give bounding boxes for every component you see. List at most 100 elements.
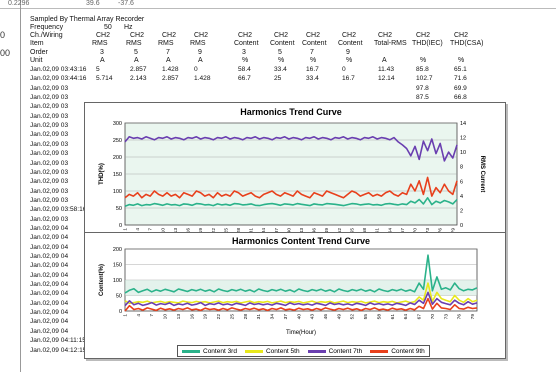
legend-label: Content 3rd — [203, 347, 237, 355]
column-item: RMS — [158, 40, 174, 47]
row-time: Jan.02,09 03 — [30, 84, 69, 92]
column-unit: A — [382, 57, 387, 64]
column-order: 3 — [100, 49, 104, 56]
row-time: Jan.02,09 04 — [30, 309, 69, 317]
harmonics-content-chart: Harmonics Content Trend Curve 0 50 100 150 20… — [84, 232, 506, 359]
row-time: Jan.02,09 04:12:15 — [30, 346, 87, 354]
x-tick-label: 10 — [160, 228, 166, 234]
x-tick-label: 13 — [173, 228, 179, 234]
x-tick-label: 61 — [390, 314, 396, 320]
column-order: 5 — [134, 49, 138, 56]
x-tick-label: 34 — [261, 228, 267, 234]
column-channel: CH2 — [378, 32, 393, 39]
column-channel: CH2 — [454, 32, 469, 39]
row-cell: 25 — [274, 75, 282, 83]
row-time: Jan.02,09 03:58:16 — [30, 206, 87, 214]
column-order: 7 — [310, 49, 314, 56]
y-axis-label: THD(%) — [99, 163, 105, 185]
x-tick-label: 34 — [270, 314, 276, 320]
column-item: Content — [234, 40, 259, 47]
x-tick-label: 64 — [403, 314, 409, 320]
x-tick-label: 55 — [349, 228, 355, 234]
column-order: 5 — [278, 49, 282, 56]
chart-title: Harmonics Trend Curve — [240, 107, 342, 117]
x-tick-label: 16 — [186, 228, 192, 234]
column-item: Content — [302, 40, 327, 47]
x-tick-label: 13 — [176, 314, 182, 320]
x-tick-label: 28 — [236, 228, 242, 234]
x-tick-label: 49 — [336, 314, 342, 320]
y-tick-label: 200 — [113, 247, 122, 253]
row-cell: 2.143 — [130, 75, 147, 83]
row-time: Jan.02,09 04 — [30, 318, 69, 326]
unit-label: Unit — [30, 57, 43, 64]
chart-title: Harmonics Content Trend Curve — [232, 236, 370, 246]
harmonics-content-legend: Content 3rd Content 5th Content 7th Content… — [177, 345, 430, 357]
row-time: Jan.02,09 04 — [30, 234, 69, 242]
row-time: Jan.02,09 04 — [30, 253, 69, 260]
row-cell: 85.8 — [416, 66, 429, 73]
column-channel: CH2 — [194, 32, 209, 39]
y2-tick-label: 14 — [460, 121, 466, 127]
y2-tick-label: 8 — [460, 165, 463, 171]
row-cell: 5.714 — [96, 75, 113, 83]
column-item: RMS — [126, 40, 142, 47]
x-tick-label: 19 — [203, 314, 209, 320]
row-cell: 102.7 — [416, 75, 433, 83]
column-unit: A — [100, 57, 105, 64]
x-tick-label: 67 — [400, 228, 406, 234]
series-line-total-rms — [124, 135, 458, 162]
row-cell: 5 — [96, 66, 100, 73]
column-order: 9 — [198, 49, 202, 56]
row-cell: 69.9 — [454, 84, 467, 92]
y2-tick-label: 6 — [460, 179, 463, 185]
row-time: Jan.02,09 03 — [30, 178, 69, 186]
row-cell: 12.14 — [378, 75, 395, 83]
column-item: RMS — [190, 40, 206, 47]
x-tick-label: 37 — [283, 314, 289, 320]
row-time: Jan.02,09 04 — [30, 262, 69, 270]
row-cell: 66.8 — [454, 94, 467, 102]
row-time: Jan.02,09 03 — [30, 215, 69, 223]
x-tick-label: 31 — [256, 314, 262, 320]
legend-swatch — [182, 349, 200, 353]
column-unit: % — [310, 57, 317, 64]
order-label: Order — [30, 49, 48, 56]
x-tick-label: 22 — [211, 228, 217, 234]
column-unit: % — [242, 57, 249, 64]
x-tick-label: 28 — [243, 314, 249, 320]
table-row: Jan.02,09 03 87.5 66.8 — [30, 94, 550, 104]
x-tick-label: 79 — [470, 314, 476, 320]
row-cell: 71.6 — [454, 75, 467, 83]
item-label: Item — [30, 40, 44, 47]
y-tick-label: 0 — [119, 223, 122, 229]
column-item: Content — [270, 40, 295, 47]
x-axis-label: Time(Hour) — [286, 330, 316, 336]
column-channel: CH2 — [306, 32, 321, 39]
y2-tick-label: 0 — [460, 223, 463, 229]
y-tick-label: 50 — [116, 206, 122, 212]
frequency-label: Frequency — [30, 24, 64, 31]
x-tick-label: 19 — [198, 228, 204, 234]
x-tick-label: 25 — [223, 228, 229, 234]
left-divider — [20, 0, 21, 372]
y2-tick-label: 2 — [460, 208, 463, 214]
x-tick-label: 79 — [450, 228, 456, 234]
x-tick-label: 55 — [363, 314, 369, 320]
row-time: Jan.02,09 03 — [30, 150, 69, 158]
row-time: Jan.02,09 03 — [30, 187, 69, 195]
y2-tick-label: 12 — [460, 136, 466, 142]
column-order: 9 — [346, 49, 350, 56]
frequency-unit: Hz — [124, 24, 133, 31]
x-tick-label: 10 — [163, 314, 169, 320]
x-tick-label: 16 — [189, 314, 195, 320]
x-tick-label: 70 — [412, 228, 418, 234]
row-time: Jan.02,09 03:44:16 — [30, 75, 87, 83]
x-tick-label: 76 — [457, 314, 463, 320]
x-tick-label: 7 — [149, 314, 155, 317]
column-item: THD(IEC) — [412, 40, 443, 47]
y-tick-label: 100 — [113, 189, 122, 195]
x-tick-label: 73 — [443, 314, 449, 320]
channel-label: Ch./Wiring — [30, 32, 63, 39]
